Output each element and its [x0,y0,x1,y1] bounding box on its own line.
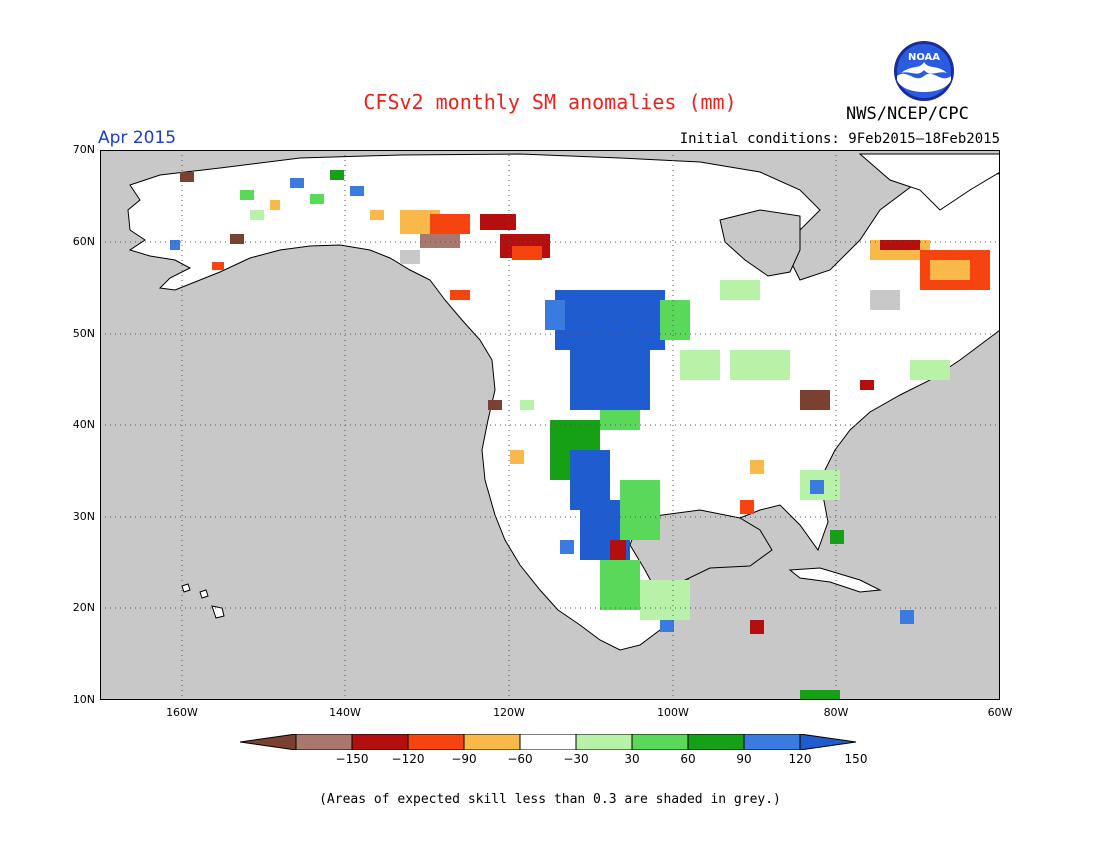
lat-label-20n: 20N [72,601,95,614]
lon-label-140w: 140W [329,706,361,719]
lat-label-50n: 50N [72,327,95,340]
anomaly-shading [170,170,990,700]
north-america-landmass [127,153,1000,651]
skill-note: (Areas of expected skill less than 0.3 a… [319,792,781,807]
colorbar-swatch [631,734,689,750]
colorbar-tick-label: −90 [451,752,477,766]
lon-label-100w: 100W [657,706,689,719]
initial-conditions: Initial conditions: 9Feb2015–18Feb2015 [679,131,1000,147]
colorbar-tick-label: −30 [563,752,589,766]
lon-label-160w: 160W [166,706,198,719]
lat-label-70n: 70N [72,143,95,156]
noaa-logo: NOAA [894,41,954,101]
lon-label-120w: 120W [493,706,525,719]
colorbar-tick-label: 90 [736,752,752,766]
greenland [858,153,1000,211]
colorbar-tick-label: 30 [624,752,640,766]
colorbar-tick-label: −150 [335,752,369,766]
colorbar [240,734,857,750]
colorbar-tick-label: 150 [844,752,868,766]
lon-label-60w: 60W [987,706,1013,719]
colorbar-swatch [743,734,801,750]
lat-label-10n: 10N [72,693,95,706]
gulf-of-mexico [629,509,773,599]
lat-lon-gridlines [100,150,1000,700]
chart-title: CFSv2 monthly SM anomalies (mm) [363,90,737,114]
colorbar-swatch [351,734,409,750]
lat-label-40n: 40N [72,418,95,431]
hudson-bay [719,209,801,277]
forecast-period: Apr 2015 [98,128,177,148]
colorbar-tick-label: 120 [788,752,812,766]
colorbar-swatch [463,734,521,750]
colorbar-swatch [295,734,353,750]
hawaii [181,583,225,619]
lat-label-30n: 30N [72,510,95,523]
colorbar-tick-label: −60 [507,752,533,766]
colorbar-swatch-below-min [240,734,297,750]
colorbar-swatch [687,734,745,750]
map-frame [100,150,1000,700]
colorbar-tick-label: −120 [391,752,425,766]
colorbar-swatch-above-max [799,734,857,750]
colorbar-swatch [407,734,465,750]
cuba [788,567,882,593]
org-label: NWS/NCEP/CPC [846,104,969,124]
colorbar-swatch [519,734,577,750]
colorbar-swatches [240,734,857,750]
colorbar-swatch [575,734,633,750]
colorbar-tick-label: 60 [680,752,696,766]
lat-label-60n: 60N [72,235,95,248]
lon-label-80w: 80W [823,706,849,719]
anomaly-map [100,150,1000,700]
logo-text: NOAA [908,52,940,63]
